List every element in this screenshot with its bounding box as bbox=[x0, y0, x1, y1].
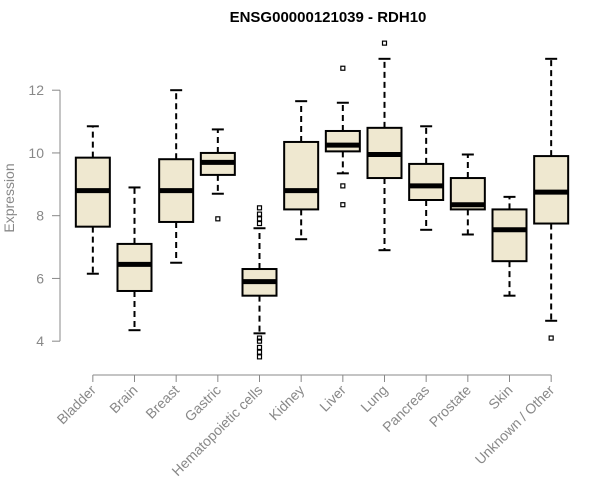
x-tick-label: Unknown / Other bbox=[472, 382, 558, 468]
box-group bbox=[324, 65, 361, 208]
outlier-point bbox=[340, 183, 346, 189]
outlier-point bbox=[548, 335, 554, 341]
x-tick-label: Skin bbox=[485, 382, 516, 413]
outlier-point bbox=[256, 338, 263, 344]
y-tick-label: 6 bbox=[36, 270, 44, 286]
boxes-layer bbox=[74, 40, 570, 360]
outlier-point bbox=[256, 335, 263, 341]
box-group bbox=[533, 57, 570, 341]
x-tick-label: Lung bbox=[357, 382, 390, 415]
axes: 4 6 8 10 12 bbox=[28, 82, 552, 382]
box-group bbox=[241, 205, 278, 360]
outlier-point bbox=[256, 349, 263, 355]
box-group bbox=[366, 40, 403, 252]
box-group bbox=[491, 195, 528, 297]
outlier-point bbox=[256, 216, 263, 222]
box-iqr bbox=[116, 242, 153, 292]
box-iqr bbox=[324, 129, 361, 153]
outlier-point bbox=[256, 220, 263, 227]
outlier-point bbox=[215, 216, 221, 222]
x-tick-label: Brain bbox=[106, 382, 140, 416]
x-tick-label: Prostate bbox=[426, 382, 474, 430]
box-group bbox=[449, 153, 486, 236]
outlier-point bbox=[381, 40, 388, 46]
x-tick-label: Liver bbox=[316, 382, 349, 415]
box-group bbox=[116, 186, 153, 332]
outlier-point bbox=[256, 354, 263, 360]
box-group bbox=[74, 125, 111, 275]
box-group bbox=[408, 125, 445, 231]
y-tick-label: 10 bbox=[28, 145, 44, 161]
outlier-point bbox=[340, 65, 346, 71]
y-tick-label: 8 bbox=[36, 208, 44, 224]
y-axis-label: Expression bbox=[1, 163, 17, 232]
box-iqr bbox=[283, 140, 320, 211]
y-tick-label: 4 bbox=[36, 333, 44, 349]
box-iqr bbox=[491, 208, 528, 263]
box-group bbox=[283, 100, 320, 241]
box-iqr bbox=[408, 162, 445, 201]
x-tick-label: Breast bbox=[142, 382, 182, 422]
box-group bbox=[158, 89, 195, 264]
x-tick-label: Kidney bbox=[266, 382, 308, 424]
y-tick-label: 12 bbox=[28, 82, 44, 98]
chart-title: ENSG00000121039 - RDH10 bbox=[230, 9, 427, 26]
outlier-point bbox=[340, 202, 346, 208]
box-group bbox=[199, 128, 236, 222]
outlier-point bbox=[256, 205, 263, 211]
outlier-point bbox=[256, 211, 263, 217]
x-tick-label: Bladder bbox=[54, 382, 100, 428]
outlier-point bbox=[256, 344, 263, 351]
